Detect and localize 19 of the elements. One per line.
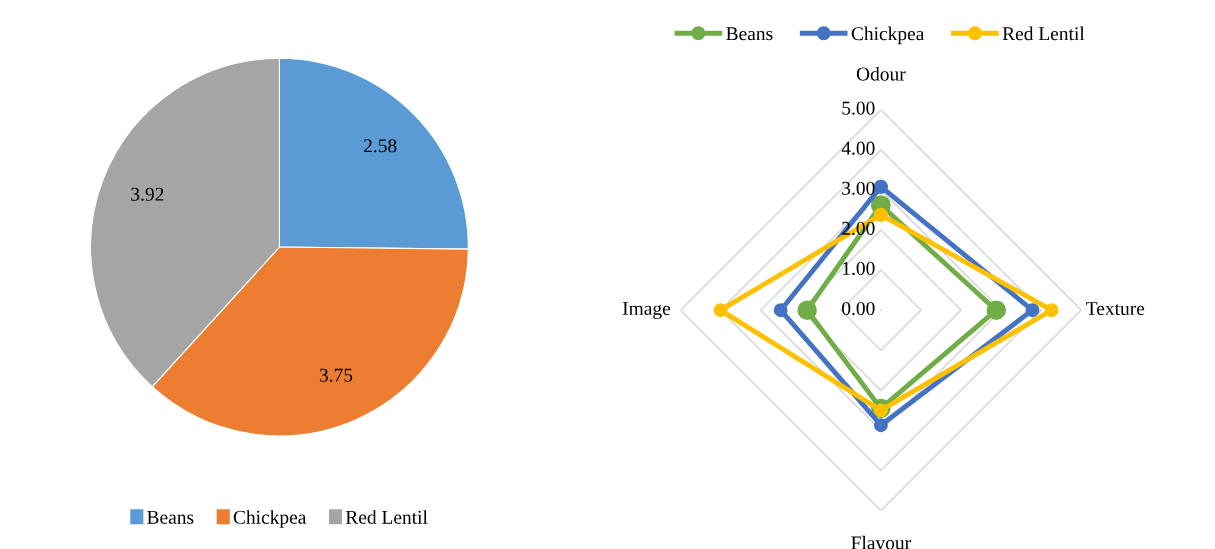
spoke-label: Image — [622, 302, 671, 319]
legend-label: Beans — [726, 27, 773, 41]
y-tick-label: 1.00 — [843, 261, 875, 276]
legend-label: Chickpea — [233, 510, 307, 528]
legend-label: Chickpea — [851, 26, 925, 45]
y-tick-label: 3.00 — [842, 181, 875, 195]
data-label: 3.75 — [319, 368, 353, 382]
legend-label: Red Lentil — [345, 510, 428, 524]
y-tick-label: 2.00 — [842, 221, 875, 235]
spoke-label: Texture — [1086, 302, 1145, 316]
spoke-label: Odour — [856, 66, 906, 81]
spoke-label: Flavour — [851, 535, 911, 549]
y-tick-label: 4.00 — [841, 141, 875, 155]
y-tick-label: 5.00 — [842, 101, 875, 115]
data-label: 3.92 — [131, 187, 164, 201]
legend-label: Red Lentil — [1002, 26, 1085, 41]
data-label: 2.58 — [363, 139, 397, 153]
legend-label: Beans — [147, 510, 194, 524]
y-tick-label: 0.00 — [842, 301, 875, 316]
